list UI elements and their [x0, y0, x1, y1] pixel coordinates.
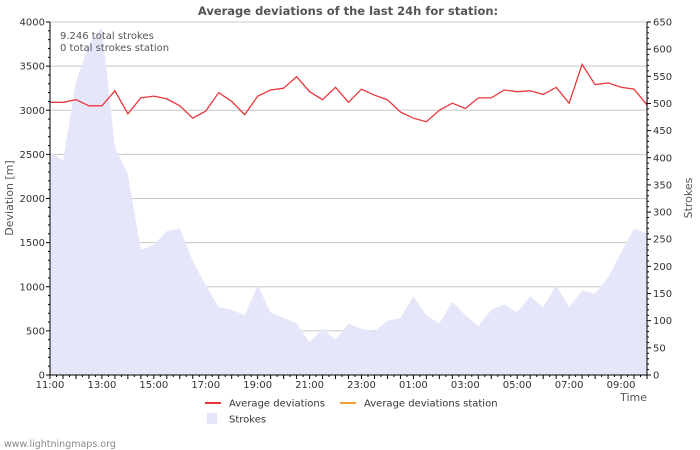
- y2-tick-label: 450: [653, 126, 672, 137]
- y-tick-label: 2000: [20, 194, 45, 205]
- y-tick-label: 3000: [20, 106, 45, 117]
- y2-tick-label: 300: [653, 208, 672, 219]
- y-tick-label: 1000: [20, 282, 45, 293]
- x-tick-label: 21:00: [295, 380, 324, 391]
- label-layer: 0 500 1000 1500 2000 2500 3000 3500 4000 0 50 100 15…: [20, 18, 673, 392]
- y2-tick-label: 500: [653, 99, 672, 110]
- y-axis-label: Deviation [m]: [3, 160, 16, 235]
- x-tick-label: 19:00: [243, 380, 272, 391]
- x-tick-label: 11:00: [36, 380, 65, 391]
- y2-tick-label: 0: [653, 371, 659, 382]
- y2-axis-label: Strokes: [682, 177, 695, 218]
- y2-tick-label: 200: [653, 262, 672, 273]
- y2-tick-label: 350: [653, 180, 672, 191]
- x-tick-label: 09:00: [607, 380, 636, 391]
- legend-layer: Average deviations Average deviations sta…: [205, 399, 498, 426]
- y-tick-label: 0: [39, 371, 45, 382]
- y-tick-label: 4000: [20, 18, 45, 29]
- y2-tick-label: 600: [653, 45, 672, 56]
- average-deviations-line: [50, 62, 648, 123]
- y2-tick-label: 400: [653, 153, 672, 164]
- total-strokes-annotation: 9.246 total strokes: [60, 31, 154, 42]
- x-tick-label: 03:00: [451, 380, 480, 391]
- x-tick-label: 17:00: [191, 380, 220, 391]
- footer-credit: www.lightningmaps.org: [4, 439, 116, 450]
- axis-layer: [46, 21, 651, 379]
- legend-label: Strokes: [229, 415, 266, 426]
- y2-tick-label: 250: [653, 235, 672, 246]
- x-tick-label: 05:00: [503, 380, 532, 391]
- legend-label: Average deviations station: [364, 399, 498, 410]
- x-tick-label: 23:00: [347, 380, 376, 391]
- chart-title: Average deviations of the last 24h for s…: [198, 4, 498, 18]
- x-tick-label: 15:00: [139, 380, 168, 391]
- y2-tick-label: 550: [653, 72, 672, 83]
- x-tick-label: 13:00: [87, 380, 116, 391]
- legend-swatch-strokes: [207, 413, 217, 424]
- x-axis-label: Time: [619, 391, 647, 404]
- line-layer: [50, 62, 648, 123]
- y2-tick-label: 650: [653, 18, 672, 29]
- strokes-area: [50, 27, 647, 376]
- y-tick-label: 3500: [20, 62, 45, 73]
- y-tick-label: 1500: [20, 238, 45, 249]
- y2-tick-label: 100: [653, 316, 672, 327]
- total-strokes-station-annotation: 0 total strokes station: [60, 43, 169, 54]
- x-tick-label: 01:00: [399, 380, 428, 391]
- y-tick-label: 500: [26, 326, 45, 337]
- legend-label: Average deviations: [229, 399, 325, 410]
- y2-tick-label: 50: [653, 343, 666, 354]
- x-tick-label: 07:00: [555, 380, 584, 391]
- y-tick-label: 2500: [20, 150, 45, 161]
- y2-tick-label: 150: [653, 289, 672, 300]
- area-layer: [50, 27, 647, 376]
